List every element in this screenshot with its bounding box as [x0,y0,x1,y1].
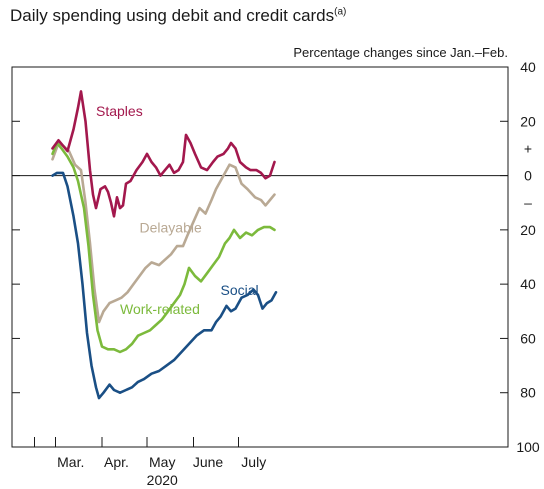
x-tick-label: June [193,454,224,470]
series-labels: Staples Delayable Work-related Social [96,103,259,317]
title-footnote-marker: (a) [334,6,347,18]
x-tick-label: May [149,454,175,470]
series-lines [51,90,278,400]
y-tick-label: 20 [520,113,536,129]
y-tick-label: 40 [520,276,536,292]
y-tick-label: 0 [524,168,532,184]
y-tick-label: 40 [520,59,536,75]
x-tick-label: Mar. [57,454,84,470]
series-label-staples: Staples [96,103,143,119]
x-tick-label: July [241,454,266,470]
series-label-delayable: Delayable [140,220,202,236]
y-tick-label: 100 [516,439,540,455]
x-tick-label: Apr. [104,454,129,470]
x-year-label: 2020 [147,472,178,488]
series-line-social [51,171,278,400]
y-tick-label: 20 [520,222,536,238]
series-line-delayable [51,141,276,324]
chart-title: Daily spending using debit and credit ca… [10,6,347,25]
positive-sign-label: + [524,140,532,156]
y-tick-label: 80 [520,385,536,401]
series-line-work-related [51,141,276,354]
series-label-work-related: Work-related [120,301,200,317]
y-tick-label: 60 [520,330,536,346]
negative-sign-label: – [524,195,532,211]
x-axis: Mar. Apr. May June July 2020 [34,437,266,488]
series-line-staples [51,90,276,218]
series-label-social: Social [221,282,259,298]
y-axis: 40 20 0 20 40 60 80 100 + – [12,59,540,455]
plot-frame [11,66,509,448]
chart-subtitle: Percentage changes since Jan.–Feb. [293,45,508,60]
